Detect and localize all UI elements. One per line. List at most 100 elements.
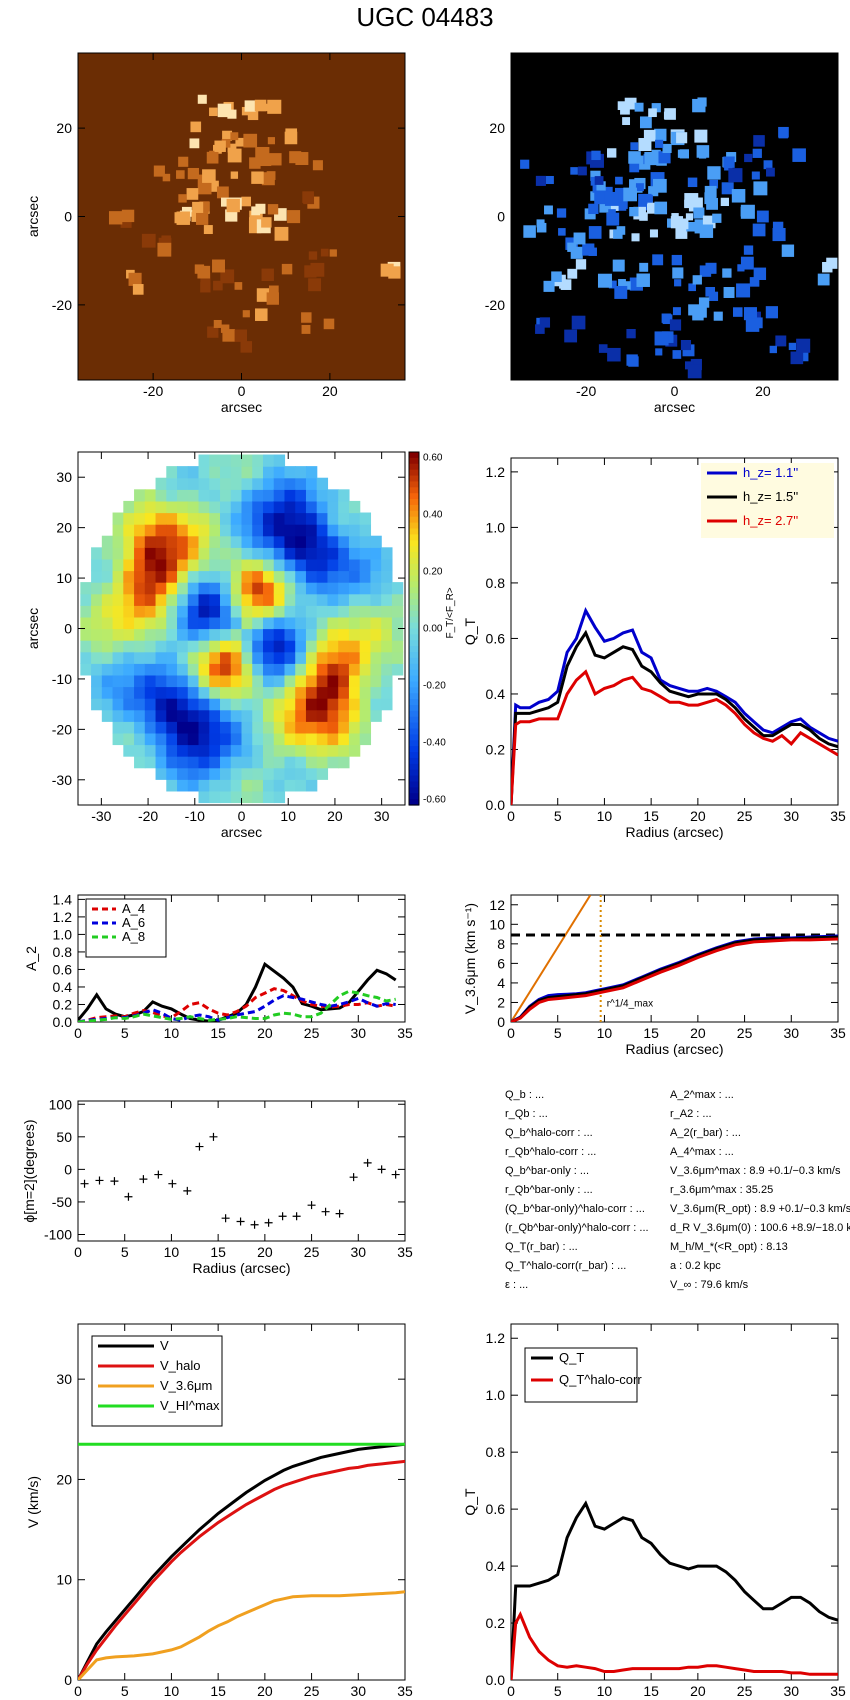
colorbar-cell: [409, 769, 419, 777]
fourier-pixel: [198, 709, 210, 722]
fourier-pixel: [166, 744, 178, 757]
fourier-pixel: [273, 790, 286, 804]
y-tick-label: 10: [56, 570, 72, 586]
fourier-pixel: [134, 721, 146, 734]
image-pixel: [588, 226, 602, 239]
fourier-pixel: [112, 605, 124, 618]
fourier-pixel: [241, 500, 253, 514]
fourier-pixel: [381, 547, 393, 560]
colorbar-cell: [409, 781, 419, 788]
image-pixel: [200, 282, 211, 293]
image-pixel: [670, 216, 684, 229]
fourier-pixel: [348, 500, 361, 514]
image-pixel: [661, 313, 672, 323]
fourier-pixel: [305, 558, 318, 572]
fourier-pixel: [112, 616, 124, 630]
x-tick-label: 0: [507, 1683, 515, 1699]
fourier-pixel: [327, 616, 339, 630]
x-tick-label: 15: [643, 1025, 659, 1041]
fourier-pixel: [220, 628, 232, 641]
x-tick-label: 35: [830, 1025, 846, 1041]
parameter-list-right: A_2^max : ... r_A2 : ... A_2(r_bar) : ... A…: [670, 1086, 850, 1295]
fourier-pixel: [241, 524, 253, 537]
fourier-pixel: [327, 756, 339, 769]
fourier-pixel: [144, 744, 157, 757]
image-pixel: [598, 344, 608, 353]
image-pixel: [705, 262, 717, 274]
fourier-pixel: [348, 524, 361, 537]
fourier-pixel: [305, 663, 318, 676]
fourier-pixel: [177, 582, 189, 595]
fourier-pixel: [209, 663, 221, 676]
colorbar-cell: [409, 581, 419, 588]
colorbar-cell: [409, 628, 419, 635]
fourier-pixel: [155, 512, 167, 525]
image-pixel: [227, 143, 237, 153]
fourier-pixel: [166, 721, 178, 734]
colorbar-cell: [409, 722, 419, 730]
fourier-pixel: [252, 454, 264, 467]
fourier-pixel: [348, 674, 361, 688]
image-pixel: [235, 137, 245, 147]
fourier-pixel: [252, 512, 264, 525]
fourier-pixel: [370, 570, 382, 583]
fourier-pixel: [209, 605, 221, 618]
colorbar-cell: [409, 593, 419, 600]
image-pixel: [652, 178, 667, 193]
phase-point: [349, 1173, 358, 1182]
fourier-pixel: [187, 547, 200, 560]
fourier-pixel: [327, 663, 339, 676]
fourier-pixel: [134, 605, 146, 618]
fourier-pixel: [348, 698, 361, 711]
fourier-pixel: [177, 512, 189, 525]
fourier-pixel: [241, 535, 253, 548]
image-pixel: [654, 331, 669, 346]
x-tick-label: 25: [304, 1683, 320, 1699]
fourier-pixel: [112, 709, 124, 722]
fourier-pixel: [359, 570, 372, 583]
image-pixel: [648, 108, 657, 118]
fourier-pixel: [123, 686, 135, 699]
colorbar-tick-label: -0.60: [423, 794, 446, 805]
x-tick-label: 20: [755, 383, 771, 399]
fourier-pixel: [381, 628, 393, 641]
x-axis-label: Radius (arcsec): [625, 1041, 723, 1057]
fourier-pixel: [381, 674, 393, 688]
fourier-pixel: [316, 709, 329, 722]
x-tick-label: 35: [397, 1244, 413, 1260]
image-pixel: [751, 171, 760, 180]
fourier-pixel: [295, 547, 307, 560]
fourier-pixel: [273, 582, 286, 595]
y-tick-label: 6: [497, 955, 505, 971]
image-pixel: [247, 109, 259, 121]
fourier-pixel: [91, 663, 103, 676]
x-tick-label: 25: [304, 1244, 320, 1260]
fourier-pixel: [284, 628, 296, 641]
y-tick-label: 1.2: [486, 1330, 506, 1346]
fourier-pixel: [252, 466, 264, 479]
fourier-pixel: [230, 593, 243, 606]
fourier-pixel: [359, 582, 372, 595]
fourier-pixel: [134, 698, 146, 711]
image-pixel: [704, 192, 717, 205]
fourier-pixel: [144, 709, 157, 722]
image-pixel: [662, 143, 672, 153]
fourier-pixel: [209, 582, 221, 595]
image-pixel: [178, 194, 187, 203]
fourier-pixel: [209, 512, 221, 525]
page-title: UGC 04483: [356, 2, 494, 32]
fourier-pixel: [262, 524, 275, 537]
x-tick-label: 25: [737, 808, 753, 824]
colorbar-tick-label: 0.00: [423, 624, 443, 635]
y-axis-label: A_2: [23, 946, 39, 971]
fourier-pixel: [262, 651, 275, 664]
colorbar-tick-label: 0.40: [423, 510, 443, 521]
fourier-pixel: [241, 698, 253, 711]
fourier-pixel: [348, 744, 361, 757]
fourier-pixel: [273, 466, 286, 479]
fourier-pixel: [230, 790, 243, 804]
fourier-pixel: [252, 709, 264, 722]
fourier-pixel: [327, 512, 339, 525]
colorbar-cell: [409, 499, 419, 506]
fourier-pixel: [144, 547, 157, 560]
